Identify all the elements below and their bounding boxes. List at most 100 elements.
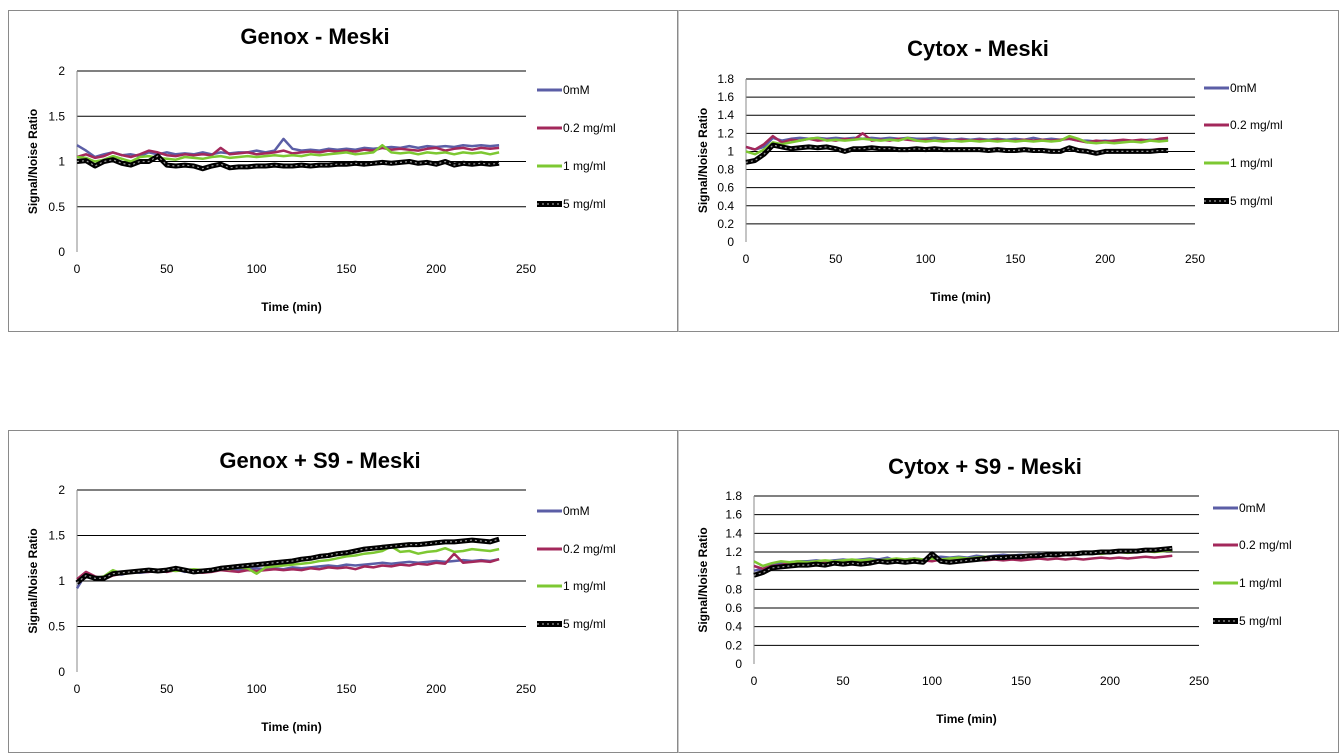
y-tick-label: 0.6 [717,181,734,195]
y-tick-label: 0.2 [725,638,742,652]
x-tick-label: 50 [160,262,174,276]
y-tick-label: 1.5 [48,109,65,123]
x-axis-title: Time (min) [261,300,321,314]
series-line-5mg-ml-markers [745,144,1169,163]
y-tick-label: 0 [58,665,65,679]
x-tick-label: 150 [1011,674,1031,688]
x-tick-label: 200 [1100,674,1120,688]
y-tick-label: 1.8 [717,72,734,86]
series-line-5mg-ml-markers [76,538,500,584]
legend-item: 0.2 mg/ml [1204,118,1283,132]
x-tick-label: 100 [247,682,267,696]
legend-label: 5 mg/ml [1230,194,1273,208]
legend-label: 0mM [1230,81,1257,95]
legend-label: 0mM [563,83,590,97]
y-tick-label: 0 [58,245,65,259]
y-tick-label: 0.4 [717,199,734,213]
y-axis-title: Signal/Noise Ratio [696,527,710,632]
y-tick-label: 1.4 [717,108,734,122]
x-tick-label: 250 [516,262,536,276]
chart-panel-cytox-s9: Cytox + S9 - Meski 0 0.2 0.4 0.6 0.8 1 1.2 1.4 1.… [678,430,1339,753]
x-tick-label: 100 [922,674,942,688]
legend-item: 5 mg/ml [1204,194,1273,208]
legend-label: 1 mg/ml [563,159,606,173]
x-axis-title: Time (min) [930,290,990,304]
series-line-2 [745,134,1169,156]
legend-label: 0mM [1239,501,1266,515]
x-tick-label: 200 [426,682,446,696]
x-tick-label: 0 [743,252,750,266]
x-tick-label: 50 [836,674,850,688]
x-tick-label: 50 [160,682,174,696]
legend-label: 5 mg/ml [563,197,606,211]
chart-panel-genox-s9: Genox + S9 - Meski 0 0.5 1 1.5 2 0 50 100 150 200 2… [8,430,678,753]
y-tick-label: 1 [735,564,742,578]
y-tick-label: 1.6 [717,90,734,104]
legend-label: 1 mg/ml [563,579,606,593]
x-tick-label: 150 [336,682,356,696]
series-line-5mg-ml [76,153,500,172]
legend-item: 1 mg/ml [1213,576,1282,590]
y-tick-label: 1.2 [725,545,742,559]
y-tick-label: 1 [58,155,65,169]
chart-title: Genox - Meski [240,24,389,49]
x-tick-label: 250 [1185,252,1205,266]
y-tick-label: 1 [727,144,734,158]
legend-item: 1 mg/ml [1204,156,1273,170]
y-tick-label: 1 [58,574,65,588]
x-tick-label: 0 [74,262,81,276]
y-axis-title: Signal/Noise Ratio [26,109,40,214]
series-line-5mg-ml-markers [753,547,1173,576]
y-tick-label: 1.8 [725,489,742,503]
y-tick-label: 0 [735,657,742,671]
x-tick-label: 200 [426,262,446,276]
x-axis-title: Time (min) [936,712,996,726]
legend-label: 0.2 mg/ml [563,542,616,556]
y-tick-label: 1.2 [717,126,734,140]
legend-label: 5 mg/ml [1239,614,1282,628]
y-tick-label: 1.6 [725,508,742,522]
legend-item: 0.2 mg/ml [1213,538,1292,552]
legend-item: 0mM [537,504,590,518]
y-tick-label: 0.8 [725,582,742,596]
chart-cytox-meski: Cytox - Meski 0 0.2 0.4 0.6 0.8 1 1.2 1.4 1.6 1.8 0… [696,36,1283,304]
legend-item: 0mM [1204,81,1257,95]
x-tick-label: 200 [1095,252,1115,266]
y-tick-label: 0.8 [717,163,734,177]
chart-genox-s9-meski: Genox + S9 - Meski 0 0.5 1 1.5 2 0 50 100 150 200 2… [26,448,616,734]
y-tick-label: 0.5 [48,200,65,214]
y-tick-label: 2 [58,64,65,78]
x-tick-label: 250 [1189,674,1209,688]
legend-item: 1 mg/ml [537,159,606,173]
legend-item: 1 mg/ml [537,579,606,593]
chart-genox-meski: Genox - Meski 0 0.5 1 1.5 2 0 50 100 150 200 250 Tim… [26,24,616,314]
chart-cytox-s9-meski: Cytox + S9 - Meski 0 0.2 0.4 0.6 0.8 1 1.2 1.4 1.… [696,454,1292,726]
legend-label: 0.2 mg/ml [1230,118,1283,132]
y-tick-label: 1.5 [48,529,65,543]
chart-title: Cytox - Meski [907,36,1049,61]
legend-label: 1 mg/ml [1230,156,1273,170]
legend-item: 5 mg/ml [1213,614,1282,628]
x-tick-label: 150 [336,262,356,276]
x-tick-label: 250 [516,682,536,696]
y-tick-label: 1.4 [725,526,742,540]
y-tick-label: 0.5 [48,620,65,634]
series-line-1 [76,552,500,581]
y-axis-title: Signal/Noise Ratio [26,528,40,633]
y-axis-title: Signal/Noise Ratio [696,108,710,213]
legend-item: 0.2 mg/ml [537,542,616,556]
series-line-1 [76,146,500,160]
chart-panel-genox: Genox - Meski 0 0.5 1 1.5 2 0 50 100 150 200 250 Tim… [8,10,678,332]
x-axis-title: Time (min) [261,720,321,734]
x-tick-label: 0 [74,682,81,696]
legend-label: 1 mg/ml [1239,576,1282,590]
x-tick-label: 100 [247,262,267,276]
legend-item: 0mM [537,83,590,97]
legend-item: 0.2 mg/ml [537,121,616,135]
y-tick-label: 0.6 [725,601,742,615]
series-line-5mg-ml [745,142,1169,165]
legend-item: 5 mg/ml [537,197,606,211]
chart-panel-cytox: Cytox - Meski 0 0.2 0.4 0.6 0.8 1 1.2 1.4 1.6 1.8 0… [678,10,1339,332]
chart-title: Genox + S9 - Meski [219,448,420,473]
y-tick-label: 0.2 [717,217,734,231]
